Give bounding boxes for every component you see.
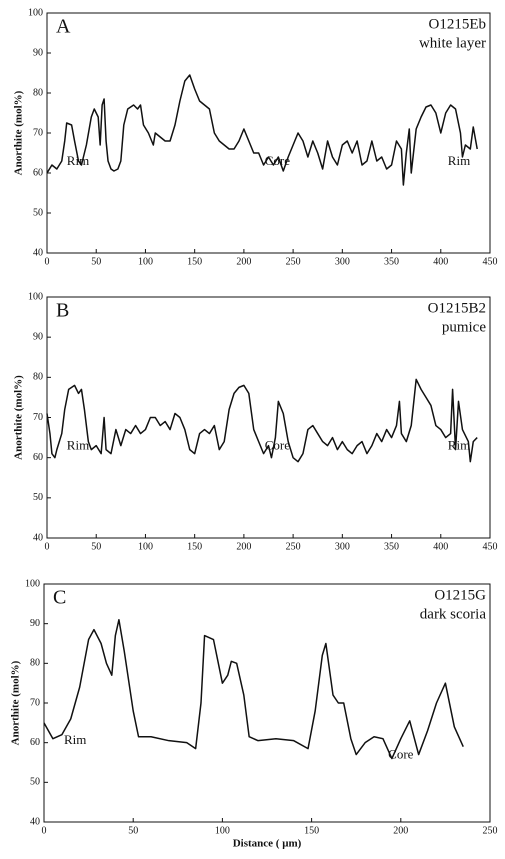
y-axis-label: Anorthite (mol%) <box>13 90 25 175</box>
y-tick-label: 40 <box>30 816 40 827</box>
x-tick-label: 100 <box>215 825 230 836</box>
y-tick-label: 60 <box>33 452 43 463</box>
sample-name: O1215Eb <box>429 16 487 32</box>
sample-name: O1215B2 <box>428 300 486 316</box>
y-tick-label: 70 <box>33 412 43 423</box>
y-tick-label: 70 <box>30 697 40 708</box>
y-tick-label: 80 <box>33 372 43 383</box>
annotation: Rim <box>448 153 470 168</box>
x-tick-label: 300 <box>335 256 350 267</box>
data-line <box>43 618 464 760</box>
sample-name: O1215G <box>434 587 486 603</box>
x-tick-label: 400 <box>433 541 448 552</box>
panel-label: B <box>56 300 69 322</box>
x-tick-label: 450 <box>483 256 498 267</box>
x-tick-label: 150 <box>304 825 319 836</box>
y-tick-label: 40 <box>33 532 43 543</box>
x-tick-label: 150 <box>187 541 202 552</box>
annotation: Rim <box>67 437 89 452</box>
y-axis-label: Anorthite (mol%) <box>13 375 25 460</box>
x-tick-label: 250 <box>286 256 301 267</box>
y-axis-label: Anorthite (mol%) <box>10 660 22 745</box>
x-tick-label: 250 <box>483 825 498 836</box>
x-tick-label: 0 <box>45 541 50 552</box>
y-tick-label: 60 <box>33 167 43 178</box>
sample-description: dark scoria <box>420 606 487 622</box>
x-tick-label: 50 <box>128 825 138 836</box>
annotation: Core <box>265 437 291 452</box>
x-tick-label: 300 <box>335 541 350 552</box>
x-tick-label: 100 <box>138 256 153 267</box>
x-tick-label: 350 <box>384 541 399 552</box>
y-tick-label: 50 <box>33 492 43 503</box>
x-tick-label: 100 <box>138 541 153 552</box>
x-tick-label: 200 <box>236 256 251 267</box>
annotation: Rim <box>64 732 86 747</box>
sample-description: pumice <box>442 319 486 335</box>
x-tick-label: 50 <box>91 541 101 552</box>
y-tick-label: 60 <box>30 737 40 748</box>
y-tick-label: 50 <box>33 207 43 218</box>
data-line <box>46 378 478 463</box>
panel-label: C <box>53 587 66 609</box>
x-tick-label: 400 <box>433 256 448 267</box>
y-tick-label: 80 <box>33 87 43 98</box>
plot-frame <box>46 296 491 539</box>
x-tick-label: 0 <box>42 825 47 836</box>
y-tick-label: 90 <box>33 331 43 342</box>
data-line <box>46 74 478 186</box>
x-tick-label: 0 <box>45 256 50 267</box>
x-tick-label: 450 <box>483 541 498 552</box>
y-tick-label: 80 <box>30 658 40 669</box>
annotation: Rim <box>448 437 470 452</box>
y-tick-label: 90 <box>33 47 43 58</box>
y-tick-label: 90 <box>30 618 40 629</box>
x-tick-label: 250 <box>286 541 301 552</box>
y-tick-label: 50 <box>30 777 40 788</box>
x-tick-label: 50 <box>91 256 101 267</box>
x-tick-label: 350 <box>384 256 399 267</box>
x-axis-label: Distance ( μm) <box>233 838 302 850</box>
panel-label: A <box>56 16 71 38</box>
x-tick-label: 200 <box>236 541 251 552</box>
annotation: Core <box>388 746 414 761</box>
y-tick-label: 100 <box>28 291 43 302</box>
x-tick-label: 200 <box>393 825 408 836</box>
y-tick-label: 40 <box>33 247 43 258</box>
y-tick-label: 100 <box>28 7 43 18</box>
sample-description: white layer <box>419 35 486 51</box>
y-tick-label: 70 <box>33 127 43 138</box>
annotation: Core <box>265 153 291 168</box>
y-tick-label: 100 <box>25 578 40 589</box>
x-tick-label: 150 <box>187 256 202 267</box>
